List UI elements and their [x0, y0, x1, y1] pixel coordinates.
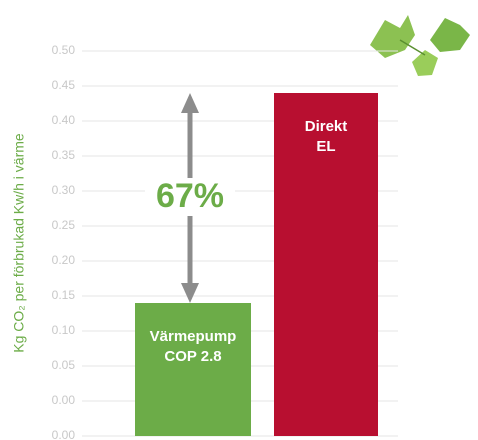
y-tick-label: 0.10 — [52, 323, 76, 337]
bar-label: Värmepump — [150, 328, 237, 345]
arrow-head — [181, 283, 199, 303]
y-tick-label: 0.50 — [52, 43, 76, 57]
bar — [135, 303, 251, 436]
y-tick-label: 0.30 — [52, 183, 76, 197]
bar-label: Direkt — [305, 118, 348, 135]
y-tick-label: 0.00 — [52, 393, 76, 407]
bar-label: EL — [316, 138, 335, 155]
leaf-decoration — [370, 15, 470, 76]
bar-label: COP 2.8 — [164, 348, 221, 365]
annotation: 67% — [156, 177, 224, 215]
y-axis-label: Kg CO₂ per förbrukad Kw/h i värme — [11, 133, 27, 353]
y-tick-label: 0.40 — [52, 113, 76, 127]
y-tick-label: 0.25 — [52, 218, 76, 232]
y-tick-label: 0.45 — [52, 78, 76, 92]
y-tick-label: 0.35 — [52, 148, 76, 162]
y-tick-label: 0.00 — [52, 428, 76, 440]
y-tick-label: 0.15 — [52, 288, 76, 302]
y-tick-label: 0.05 — [52, 358, 76, 372]
chart: Kg CO₂ per förbrukad Kw/h i värme 0.00 0.… — [0, 0, 478, 440]
y-tick-label: 0.20 — [52, 253, 76, 267]
arrow-head — [181, 93, 199, 113]
